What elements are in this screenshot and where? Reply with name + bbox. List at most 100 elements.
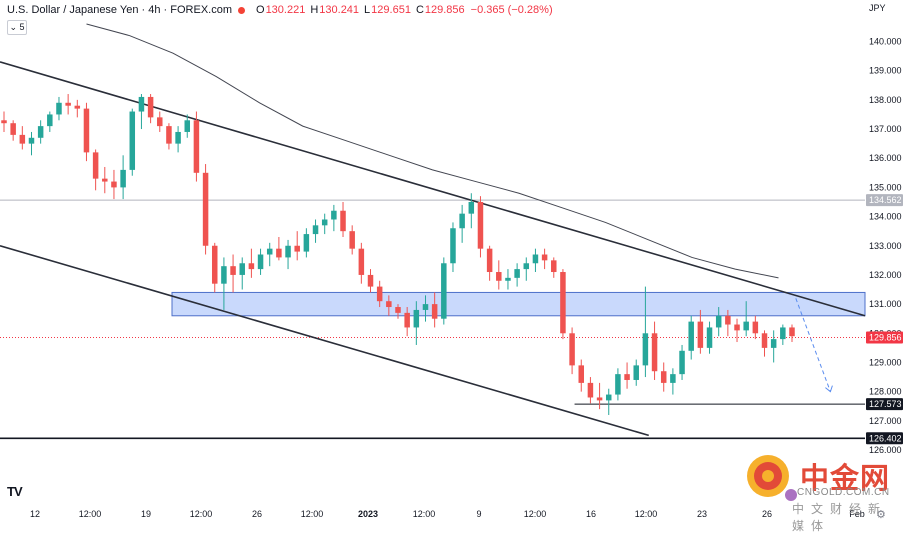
candle-body [697,321,704,348]
candle-body [734,324,740,331]
candle-body [706,327,713,348]
cngold-logo-icon [747,455,789,497]
candle [789,324,795,343]
indicator-toggle-button[interactable]: ⌄ 5 [7,20,27,35]
candle-body [83,108,90,153]
candle [376,280,383,308]
candle-body [514,269,520,278]
candle-body [230,266,236,275]
candle-body [551,260,557,273]
candle [441,257,447,325]
x-tick-label: 12:00 [635,509,658,519]
candle-body [404,312,410,328]
candle [102,166,108,194]
support-zone [171,291,866,317]
price-label: 126.402 [869,433,902,443]
y-tick-label: 128.000 [869,387,902,397]
candle [624,362,630,389]
projection-line [795,298,831,392]
price-label-box [866,432,903,445]
candle-body [349,231,355,249]
candle-body [157,117,163,127]
candle-body [679,350,685,375]
candle-body [395,307,401,313]
candle [166,123,172,150]
candle [459,204,465,243]
candle [312,219,319,243]
candle [28,131,35,156]
candle-body [102,178,108,182]
candle [56,96,62,121]
candle [321,213,328,235]
candle [294,231,300,261]
candle-body [752,321,759,334]
watermark-name: 中金网 [800,463,891,495]
marker-icon [785,489,797,501]
candle-body [202,172,209,246]
candle-body [624,374,630,380]
x-tick-label: 23 [697,509,707,519]
y-tick-label: 138.000 [869,95,902,105]
candle-body [789,327,795,337]
candle [74,99,81,118]
candle [175,126,181,153]
price-label: 129.856 [869,332,902,342]
candle-body [37,126,44,138]
candle [725,309,731,337]
candle-body [285,245,291,258]
candle [422,295,429,322]
candle-body [605,394,612,401]
price-label: 127.573 [869,399,902,409]
settings-icon[interactable]: ⚙ [876,509,886,521]
candle-body [367,274,374,287]
candle-body [450,228,456,264]
y-tick-label: 133.000 [869,241,902,251]
candle-body [651,333,658,372]
candle [551,257,557,278]
candle-body [10,123,16,135]
candle [331,204,337,232]
candle [413,301,420,345]
open-label: O [256,4,265,16]
candle [386,295,392,316]
channel-lower-line [0,244,649,437]
candle-body [331,210,337,220]
candle [523,257,530,281]
candle [660,362,667,392]
candle-body [276,248,282,258]
low-value: 129.651 [371,4,411,16]
candle [111,169,117,200]
candle [743,301,749,337]
candle-body [129,111,136,170]
candle [587,377,594,404]
candle [202,164,209,255]
candle-body [120,169,126,188]
candle-body [725,315,731,325]
currency-label[interactable]: JPY [869,3,886,13]
market-status-icon [238,6,245,14]
candle-body [615,374,621,395]
candle-body [761,333,768,348]
candle [257,248,264,275]
y-tick-label: 136.000 [869,153,902,163]
candle [780,324,786,345]
x-tick-label: 12:00 [413,509,436,519]
candle-body [441,263,447,319]
y-tick-label: 135.000 [869,182,902,192]
price-label: 134.562 [869,195,902,205]
x-tick-label: 26 [762,509,772,519]
candle-body [633,365,639,380]
candle [395,304,401,319]
candle-body [138,96,145,112]
candle [505,269,511,290]
symbol-title[interactable]: U.S. Dollar / Japanese Yen · 4h · FOREX.… [7,4,232,16]
candle [193,111,200,182]
candle [532,248,539,273]
tradingview-logo-icon[interactable]: TV [7,484,23,499]
candle [706,321,713,354]
candle-body [175,131,181,144]
candle-body [688,321,694,351]
x-tick-label: 19 [141,509,151,519]
candle [138,94,145,130]
